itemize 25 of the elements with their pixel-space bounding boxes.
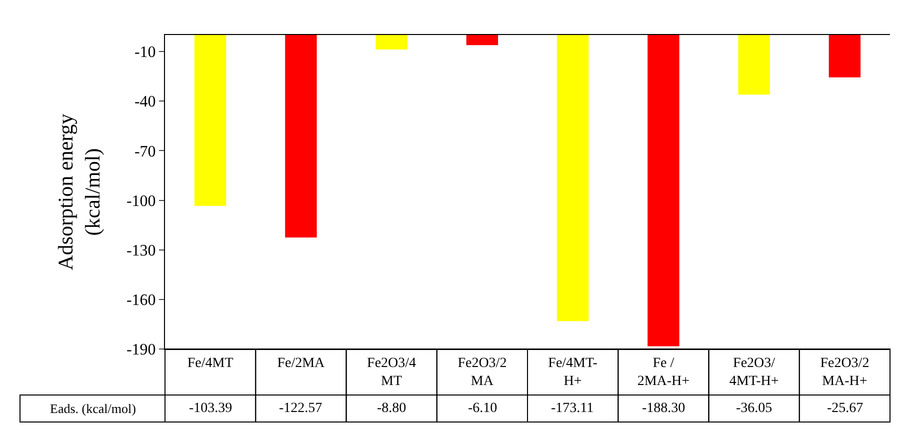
text: Eads. (kcal/mol)	[50, 401, 136, 416]
y-tick-label: -190	[126, 342, 156, 359]
x-tick-label: Fe / 2MA-H+	[637, 356, 690, 389]
x-tick-label: Fe2O3/2 MA-H+	[820, 356, 870, 389]
y-axis-title: Adsorption energy (kcal/mol)	[53, 113, 105, 270]
y-tick-label: -160	[126, 292, 156, 310]
x-tick-label: Fe/4MT- H+	[548, 356, 598, 389]
data-label: -188.30	[642, 401, 686, 416]
data-label: -173.11	[551, 401, 594, 416]
y-tick-label: -130	[126, 242, 156, 260]
x-tick-label: Fe/4MT	[187, 356, 234, 371]
data-label: -103.39	[189, 401, 232, 416]
x-tick-label: Fe2O3/4 MT	[367, 356, 416, 389]
y-tick-label: -10	[134, 44, 156, 62]
data-label: -122.57	[279, 401, 322, 416]
data-label: -6.10	[468, 401, 498, 416]
y-tick-label: -100	[126, 192, 156, 210]
data-label: -8.80	[377, 401, 406, 416]
x-tick-label: Fe2O3/ 4MT-H+	[729, 356, 779, 389]
data-label: -25.67	[827, 401, 864, 416]
y-tick-label: -70	[134, 143, 156, 160]
y-tick-label: -40	[134, 94, 156, 111]
data-label: -36.05	[736, 401, 772, 416]
x-tick-label: Fe2O3/2 MA	[458, 356, 507, 389]
x-tick-label: Fe/2MA	[277, 356, 326, 371]
